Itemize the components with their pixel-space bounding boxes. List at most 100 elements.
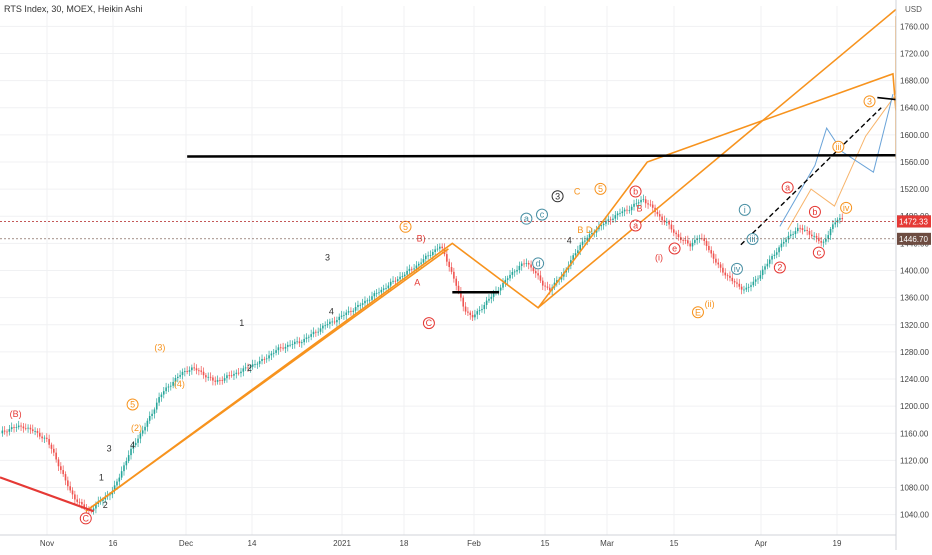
candle-body (53, 448, 55, 453)
candle-body (242, 368, 245, 372)
candle-body (780, 243, 783, 248)
x-tick-label: 14 (248, 539, 257, 548)
wave-label: (i) (655, 252, 663, 262)
candle-body (705, 241, 708, 246)
candle-body (226, 375, 228, 379)
wave-label-circle (668, 242, 681, 255)
candle-body (247, 367, 249, 369)
candle-body (125, 461, 128, 466)
candle-body (656, 211, 659, 215)
y-tick-label: 1280.00 (900, 348, 929, 357)
wave-label: a (633, 220, 638, 230)
candle-body (511, 272, 514, 275)
candle-body (687, 240, 689, 244)
candle-body (293, 341, 296, 345)
y-tick-label: 1640.00 (900, 104, 929, 113)
candle-body (233, 373, 235, 376)
candle-body (771, 255, 773, 260)
candle-body (450, 267, 453, 272)
y-tick-label: 1400.00 (900, 267, 929, 276)
candle-body (481, 309, 483, 311)
candle-body (368, 299, 371, 301)
candle-body (527, 263, 530, 265)
candle-body (794, 231, 797, 235)
candle-body (179, 375, 181, 377)
candle-body (116, 481, 118, 486)
wave-label-circle (535, 208, 548, 221)
candle-body (312, 331, 315, 335)
candle-body (743, 289, 745, 291)
candle-body (123, 465, 125, 472)
wave-label-circle (863, 95, 876, 108)
candle-body (50, 444, 53, 449)
candle-body (57, 459, 60, 467)
candle-body (658, 214, 661, 217)
candle-body (712, 253, 715, 259)
candle-body (694, 240, 696, 243)
candle-body (661, 216, 663, 221)
candle-body (408, 268, 411, 271)
candle-body (371, 296, 373, 300)
candle-body (172, 381, 174, 386)
candle-body (799, 227, 801, 229)
x-tick-label: 18 (400, 539, 409, 548)
wave-label-circle (832, 140, 845, 153)
candle-body (460, 291, 462, 298)
y-tick-label: 1200.00 (900, 402, 929, 411)
candle-body (319, 328, 322, 332)
candle-body (139, 433, 142, 439)
candle-body (785, 239, 787, 243)
candle-body (396, 279, 399, 282)
candle-body (457, 285, 460, 292)
candle-body (556, 280, 558, 283)
candle-body (29, 427, 32, 430)
wave-label: b (633, 187, 638, 197)
candle-body (724, 272, 727, 276)
wave-label: 5 (403, 222, 408, 232)
candle-body (434, 249, 436, 252)
candle-body (20, 425, 22, 427)
candle-body (268, 355, 270, 359)
price-tag-box (897, 215, 931, 228)
y-tick-label: 1360.00 (900, 294, 929, 303)
candle-body (357, 304, 359, 308)
candle-body (534, 271, 537, 274)
candle-body (277, 347, 280, 351)
candle-body (813, 235, 815, 237)
wave-label: (ii) (705, 299, 715, 309)
candle-body (429, 255, 432, 256)
wave-label: 3 (325, 252, 330, 262)
candle-body (74, 494, 76, 500)
candle-body (537, 273, 539, 276)
candle-body (670, 224, 673, 230)
candle-body (696, 238, 698, 241)
candle-body (761, 269, 764, 276)
candle-body (174, 378, 177, 382)
candle-body (228, 375, 231, 377)
candle-body (249, 366, 252, 369)
candle-body (516, 269, 518, 272)
y-tick-label: 1560.00 (900, 158, 929, 167)
candle-body (801, 228, 804, 231)
candle-body (144, 426, 146, 431)
candle-body (717, 262, 720, 265)
wave-label-circle (781, 181, 794, 194)
candle-body (506, 278, 509, 280)
candle-body (60, 466, 62, 471)
candle-body (675, 232, 677, 235)
candle-body (64, 474, 67, 481)
candle-body (464, 306, 467, 312)
candle-body (132, 445, 135, 449)
candle-body (483, 304, 486, 310)
candle-body (647, 203, 649, 205)
wave-label: 4 (329, 307, 334, 317)
candle-body (261, 358, 263, 362)
wave-label: b (812, 207, 817, 217)
candle-body (244, 367, 247, 369)
candle-body (55, 452, 57, 460)
candle-body (389, 281, 392, 286)
candle-body (160, 394, 163, 398)
candle-body (726, 275, 729, 277)
wave-label: C (426, 318, 433, 328)
